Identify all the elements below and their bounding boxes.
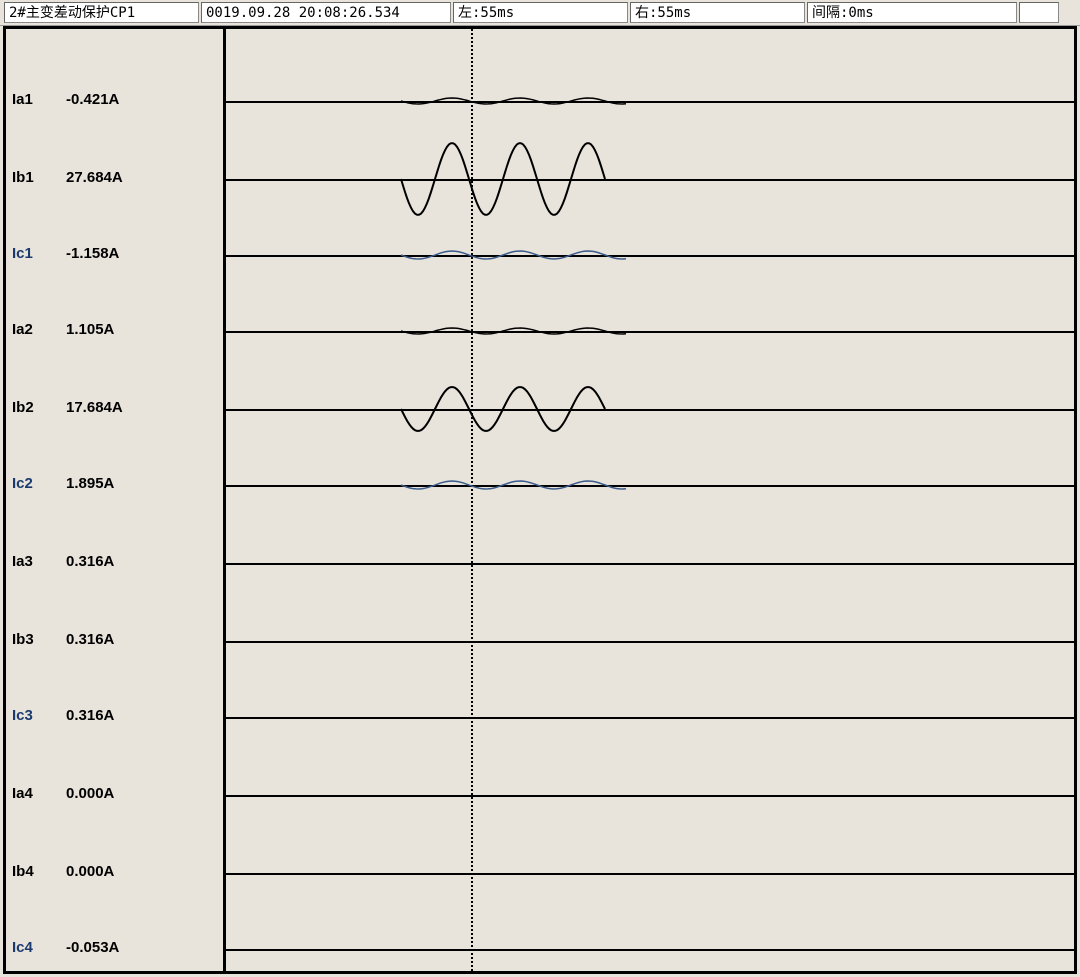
channel-value: -0.053A: [66, 939, 119, 956]
channel-value: 1.105A: [66, 321, 114, 338]
channel-label-row[interactable]: Ic30.316A: [6, 707, 223, 724]
toolbar: 2#主变差动保护CP1 0019.09.28 20:08:26.534 左:55…: [0, 0, 1080, 26]
channel-name: Ia4: [6, 785, 66, 802]
channel-value: 27.684A: [66, 169, 123, 186]
channel-value: 0.316A: [66, 553, 114, 570]
channel-value: 1.895A: [66, 475, 114, 492]
channel-value: 17.684A: [66, 399, 123, 416]
channel-label-row[interactable]: Ic4-0.053A: [6, 939, 223, 956]
channel-name: Ic2: [6, 475, 66, 492]
channel-name: Ic4: [6, 939, 66, 956]
right-cursor-field[interactable]: 右:55ms: [630, 2, 805, 23]
channel-value: 0.000A: [66, 785, 114, 802]
waveform-viewer: Ia1-0.421AIb127.684AIc1-1.158AIa21.105AI…: [3, 26, 1077, 974]
channel-value: 0.000A: [66, 863, 114, 880]
channel-label-row[interactable]: Ic21.895A: [6, 475, 223, 492]
channel-label-column: Ia1-0.421AIb127.684AIc1-1.158AIa21.105AI…: [6, 29, 226, 971]
channel-value: 0.316A: [66, 631, 114, 648]
channel-label-row[interactable]: Ib30.316A: [6, 631, 223, 648]
waveform-Ic2: [226, 29, 1076, 977]
channel-name: Ia3: [6, 553, 66, 570]
channel-name: Ib4: [6, 863, 66, 880]
channel-label-row[interactable]: Ib127.684A: [6, 169, 223, 186]
channel-name: Ib2: [6, 399, 66, 416]
channel-value: -0.421A: [66, 91, 119, 108]
channel-label-row[interactable]: Ia21.105A: [6, 321, 223, 338]
channel-label-row[interactable]: Ic1-1.158A: [6, 245, 223, 262]
channel-label-row[interactable]: Ia40.000A: [6, 785, 223, 802]
interval-field[interactable]: 间隔:0ms: [807, 2, 1017, 23]
channel-label-row[interactable]: Ib217.684A: [6, 399, 223, 416]
channel-name: Ic3: [6, 707, 66, 724]
channel-name: Ia1: [6, 91, 66, 108]
channel-value: 0.316A: [66, 707, 114, 724]
waveform-area[interactable]: [226, 29, 1074, 971]
channel-label-row[interactable]: Ia30.316A: [6, 553, 223, 570]
device-title-field[interactable]: 2#主变差动保护CP1: [4, 2, 199, 23]
channel-value: -1.158A: [66, 245, 119, 262]
left-cursor-field[interactable]: 左:55ms: [453, 2, 628, 23]
channel-label-row[interactable]: Ia1-0.421A: [6, 91, 223, 108]
channel-name: Ib1: [6, 169, 66, 186]
spare-field: [1019, 2, 1059, 23]
timestamp-field[interactable]: 0019.09.28 20:08:26.534: [201, 2, 451, 23]
channel-label-row[interactable]: Ib40.000A: [6, 863, 223, 880]
channel-name: Ib3: [6, 631, 66, 648]
channel-name: Ia2: [6, 321, 66, 338]
channel-name: Ic1: [6, 245, 66, 262]
